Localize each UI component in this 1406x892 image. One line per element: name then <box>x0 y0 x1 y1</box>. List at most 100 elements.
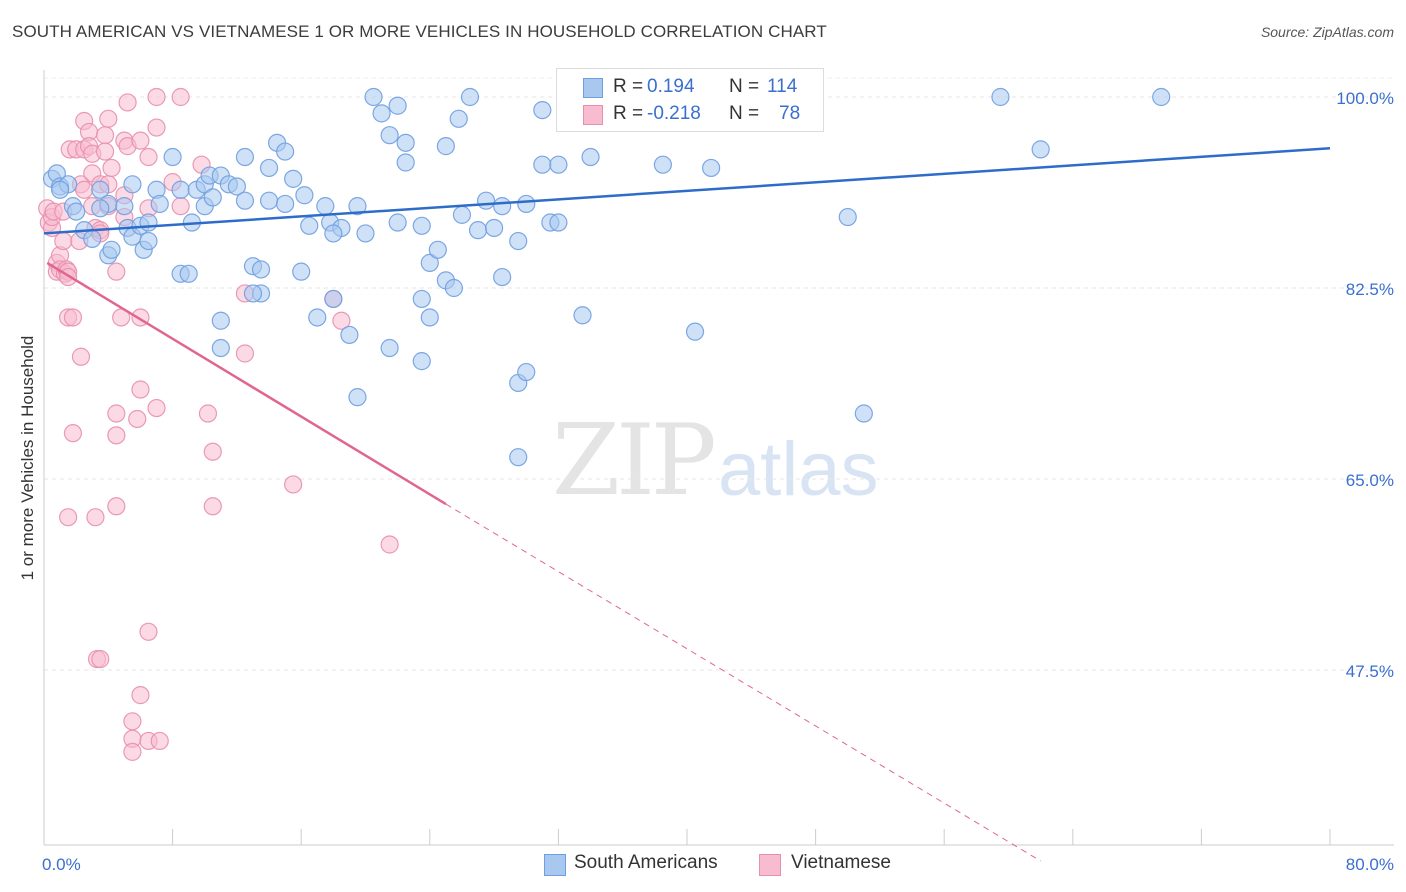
vietnamese-point <box>107 262 126 281</box>
south-americans-point <box>380 126 399 145</box>
legend-label: Vietnamese <box>791 852 891 873</box>
vietnamese-point <box>284 475 303 494</box>
vietnamese-point <box>139 147 158 167</box>
y-tick-label: 82.5% <box>1346 280 1394 299</box>
watermark-zip: ZIP <box>552 404 717 518</box>
south-americans-point <box>211 338 230 358</box>
south-americans-point <box>412 352 431 371</box>
south-americans-point <box>517 194 536 214</box>
south-americans-point <box>67 202 86 221</box>
south-americans-point <box>702 158 721 178</box>
south-americans-point <box>685 322 705 341</box>
south-americans-point <box>444 278 464 298</box>
south-americans-point <box>388 213 407 232</box>
south-americans-point <box>243 284 263 303</box>
vietnamese-point <box>63 424 83 443</box>
south-americans-point <box>356 224 375 243</box>
vietnamese-point <box>102 158 121 178</box>
series-legend: South Americans Vietnamese <box>0 852 1406 878</box>
vietnamese-point <box>131 380 150 399</box>
south-americans-point <box>549 213 568 232</box>
south-americans-point <box>452 205 472 224</box>
south-americans-point <box>460 87 480 107</box>
r-label: R = <box>613 76 644 97</box>
south-americans-point <box>91 199 110 218</box>
vietnamese-point <box>171 87 190 107</box>
south-americans-point <box>211 311 230 330</box>
vietnamese-point <box>63 308 83 327</box>
south-americans-point <box>324 289 343 309</box>
vietnamese-point <box>198 404 218 423</box>
south-americans-point <box>436 137 455 156</box>
source-label: Source: ZipAtlas.com <box>1260 24 1394 40</box>
vietnamese-point <box>235 344 255 363</box>
vietnamese-point <box>95 126 115 145</box>
vietnamese-point <box>107 426 126 445</box>
south-americans-point <box>123 175 142 194</box>
south-americans-point <box>139 213 158 232</box>
south-americans-point <box>509 231 528 251</box>
x-tick-label: 80.0% <box>1346 855 1394 874</box>
vietnamese-swatch <box>583 105 603 125</box>
south-americans-point <box>991 87 1010 107</box>
south-americans-point <box>533 100 552 120</box>
south-americans-point <box>533 155 552 174</box>
south-americans-point <box>420 253 439 272</box>
vietnamese-point <box>332 311 351 330</box>
south-americans-point <box>115 197 134 216</box>
south-americans-point <box>139 231 158 251</box>
r-value: 0.194 <box>647 76 695 97</box>
south-americans-point <box>412 289 431 309</box>
south-americans-point <box>102 240 121 259</box>
south-americans-point <box>171 180 190 199</box>
south-americans-point <box>348 388 367 407</box>
vietnamese-point <box>107 497 126 516</box>
vietnamese-point <box>203 442 222 461</box>
vietnamese-point <box>59 508 78 527</box>
south-americans-point <box>428 240 447 259</box>
south-americans-trend-line <box>43 147 1331 235</box>
south-americans-point <box>573 306 592 325</box>
south-americans-point <box>308 308 327 327</box>
vietnamese-point <box>131 131 150 150</box>
south-americans-point <box>259 158 279 178</box>
south-americans-point <box>227 177 246 196</box>
legend-label: South Americans <box>574 852 718 873</box>
south-americans-point <box>284 169 303 188</box>
south-americans-point <box>83 229 102 248</box>
n-value: 78 <box>779 103 801 124</box>
vietnamese-point <box>86 508 105 527</box>
n-label: N = <box>729 103 760 124</box>
vietnamese-swatch <box>759 854 781 876</box>
watermark-atlas: atlas <box>718 427 879 512</box>
vietnamese-point <box>147 398 166 418</box>
south-americans-swatch <box>583 78 603 98</box>
vietnamese-point <box>123 712 142 731</box>
vietnamese-point <box>147 118 166 137</box>
south-americans-point <box>50 180 70 199</box>
vietnamese-point <box>123 742 142 761</box>
south-americans-point <box>203 188 222 207</box>
chart-title: SOUTH AMERICAN VS VIETNAMESE 1 OR MORE V… <box>12 22 827 41</box>
south-americans-point <box>412 216 431 235</box>
y-tick-label: 65.0% <box>1346 471 1394 490</box>
stats-row-south-americans: R = 0.194 N = 114 <box>557 74 823 100</box>
south-americans-point <box>324 224 343 243</box>
south-americans-point <box>91 180 110 199</box>
south-americans-point <box>276 142 295 161</box>
r-value: -0.218 <box>647 103 701 124</box>
south-americans-point <box>509 448 528 467</box>
south-americans-point <box>653 155 672 174</box>
south-americans-point <box>468 221 488 240</box>
south-americans-point <box>581 147 600 167</box>
south-americans-point <box>449 109 468 128</box>
south-americans-point <box>251 260 271 279</box>
n-value: 114 <box>767 76 798 97</box>
south-americans-point <box>396 133 415 152</box>
south-americans-point <box>420 308 439 327</box>
vietnamese-point <box>203 497 222 516</box>
vietnamese-point <box>75 180 94 199</box>
south-americans-point <box>163 147 182 167</box>
south-americans-point <box>348 197 367 216</box>
south-americans-point <box>259 191 279 210</box>
